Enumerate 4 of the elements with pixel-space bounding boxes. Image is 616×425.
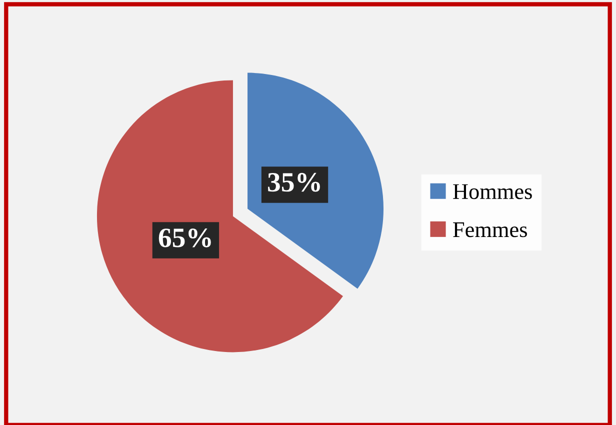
data-label: 35%: [268, 172, 320, 192]
legend-label: Hommes: [453, 184, 532, 200]
legend-label: Femmes: [453, 222, 527, 238]
data-label: 65%: [158, 228, 211, 248]
